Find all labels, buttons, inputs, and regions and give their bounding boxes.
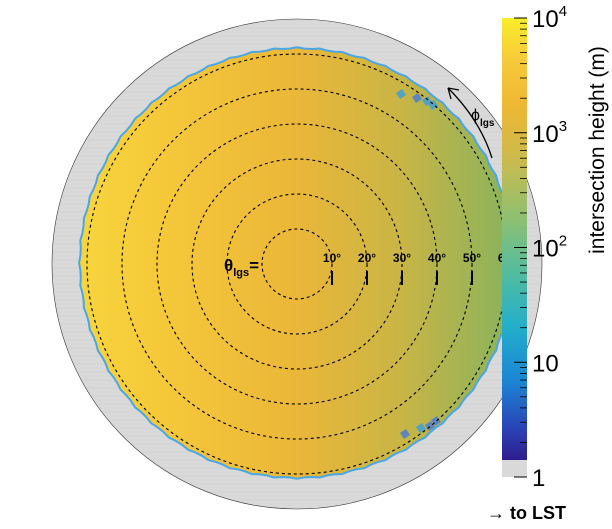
colorbar-tick-label: 104 — [532, 3, 567, 33]
rim-cell — [400, 429, 410, 439]
phi-label: ϕlgs — [471, 107, 495, 129]
grid-circle-30 — [191, 158, 403, 370]
colorbar-tick-label: 10 — [532, 350, 559, 377]
grid-circle-40 — [156, 123, 438, 405]
tick-label-20: 20° — [358, 251, 376, 265]
colorbar — [502, 18, 527, 460]
direction-arrow: → — [487, 503, 505, 523]
grid-circle-10 — [261, 228, 333, 300]
colorbar-tick-label: 103 — [532, 118, 567, 148]
phi-arrow — [447, 87, 493, 159]
colorbar-tick-label: 1 — [532, 465, 545, 492]
tick-label-40: 40° — [428, 251, 446, 265]
grid-circle-20 — [226, 193, 368, 335]
grid-circle-50 — [121, 88, 473, 440]
colorbar-title: intersection height (m) — [586, 46, 609, 254]
rim-blue-cells — [396, 89, 441, 439]
tick-label-50: 50° — [463, 251, 481, 265]
theta-label: θlgs= — [224, 256, 259, 279]
colorbar-tick-label: 102 — [532, 233, 567, 263]
tick-label-30: 30° — [393, 251, 411, 265]
phi-arrowhead — [447, 87, 460, 100]
rim-cell — [396, 89, 406, 99]
rim-cell — [422, 96, 432, 106]
rim-cell — [412, 93, 422, 103]
direction-label: to LST — [510, 503, 566, 523]
colorbar-underflow — [502, 460, 527, 477]
tick-label-10: 10° — [323, 251, 341, 265]
rim-cell — [416, 423, 426, 433]
heatmap-region — [78, 46, 509, 480]
